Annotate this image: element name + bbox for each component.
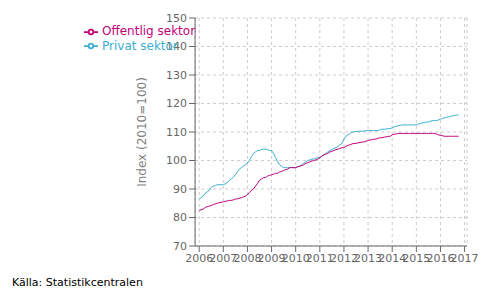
svg-text:120: 120 xyxy=(166,97,187,110)
svg-text:2017: 2017 xyxy=(451,252,479,265)
svg-text:150: 150 xyxy=(166,12,187,25)
svg-text:110: 110 xyxy=(166,126,187,139)
svg-text:140: 140 xyxy=(166,40,187,53)
svg-text:70: 70 xyxy=(173,240,187,253)
svg-text:90: 90 xyxy=(173,183,187,196)
svg-text:80: 80 xyxy=(173,211,187,224)
svg-text:100: 100 xyxy=(166,154,187,167)
svg-text:Index (2010=100): Index (2010=100) xyxy=(135,77,149,187)
svg-text:130: 130 xyxy=(166,69,187,82)
